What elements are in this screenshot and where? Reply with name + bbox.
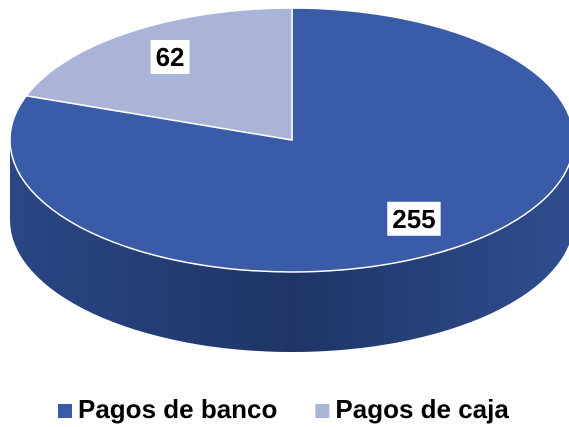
slice [25, 7, 293, 141]
data-label: 62 [156, 42, 185, 72]
legend-label: Pagos de caja [335, 394, 509, 424]
slice-side [10, 140, 569, 352]
data-label-box [387, 201, 441, 236]
data-label-box [150, 39, 190, 74]
legend-label: Pagos de banco [78, 394, 277, 424]
legend-swatch [58, 404, 72, 418]
data-label: 255 [392, 204, 435, 234]
legend-swatch [315, 404, 330, 418]
